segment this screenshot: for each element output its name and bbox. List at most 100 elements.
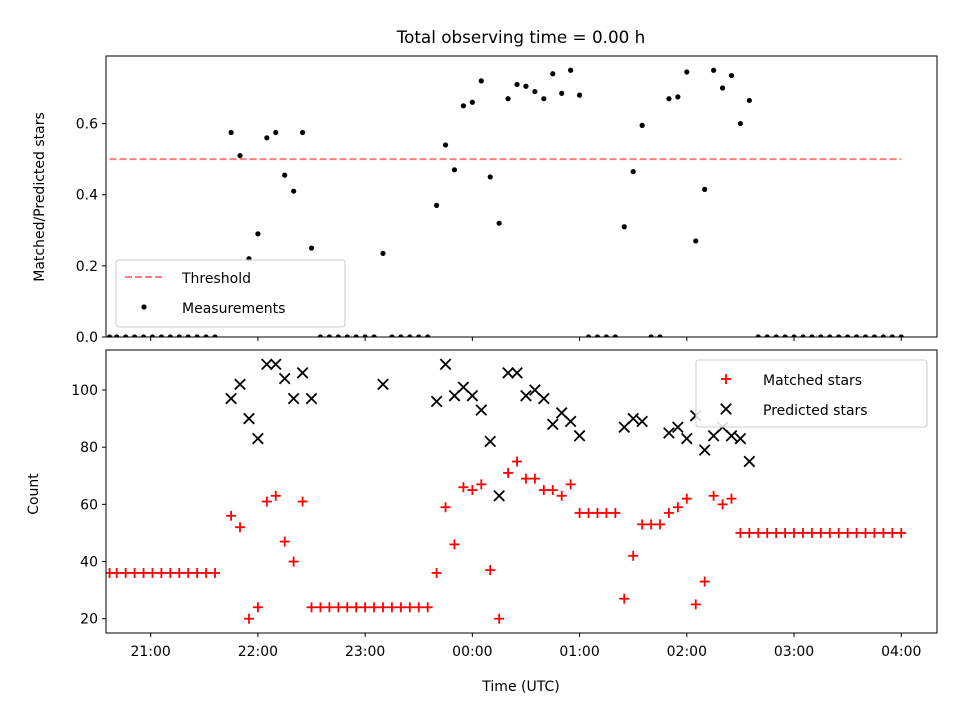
matched-stars-point xyxy=(735,527,746,538)
predicted-stars-point xyxy=(269,358,282,371)
matched-stars-point xyxy=(147,567,158,578)
x-tick-label: 00:00 xyxy=(452,644,492,660)
measurement-point xyxy=(845,334,851,337)
measurement-point xyxy=(612,334,618,337)
measurement-point xyxy=(728,72,735,79)
measurement-point xyxy=(273,129,279,136)
predicted-stars-point xyxy=(663,427,675,439)
matched-stars-point xyxy=(592,507,603,518)
measurement-point xyxy=(630,169,636,175)
matched-stars-point xyxy=(887,527,898,538)
matched-stars-point xyxy=(538,485,549,496)
matched-stars-point xyxy=(637,519,648,530)
top-plot-area xyxy=(106,67,904,337)
matched-stars-point xyxy=(503,467,514,478)
predicted-stars-point xyxy=(672,421,684,434)
matched-stars-point xyxy=(111,567,122,578)
top-y-tick-label: 0.6 xyxy=(76,117,98,133)
matched-stars-point xyxy=(780,527,791,538)
measurement-point xyxy=(291,188,297,194)
measurement-point xyxy=(442,142,449,148)
legend-threshold-label: Threshold xyxy=(181,271,251,287)
matched-stars-point xyxy=(896,527,907,538)
measurement-point xyxy=(308,245,315,251)
x-tick-label: 21:00 xyxy=(130,644,170,660)
measurement-point xyxy=(460,103,467,109)
measurement-point xyxy=(550,71,556,77)
measurement-point xyxy=(514,81,520,88)
predicted-stars-point xyxy=(707,429,720,442)
measurement-point xyxy=(889,334,895,337)
bottom-legend: Matched stars Predicted stars xyxy=(695,359,928,428)
matched-stars-point xyxy=(404,602,415,613)
measurement-point xyxy=(194,334,200,337)
predicted-stars-point xyxy=(475,404,488,416)
measurement-point xyxy=(299,129,306,136)
measurement-point xyxy=(603,334,609,337)
measurement-point xyxy=(380,250,386,257)
legend-box xyxy=(695,359,928,428)
matched-stars-point xyxy=(824,527,835,538)
bottom-y-tick-label: 20 xyxy=(80,612,98,628)
matched-stars-point xyxy=(556,490,567,501)
x-tick-label: 03:00 xyxy=(774,644,814,660)
measurement-point xyxy=(764,334,770,337)
top-panel: 0.0 0.2 0.4 0.6 Threshold Measurements xyxy=(76,55,938,346)
matched-stars-point xyxy=(851,527,862,538)
matched-stars-point xyxy=(494,613,505,624)
chart-title: Total observing time = 0.00 h xyxy=(396,27,646,47)
predicted-stars-point xyxy=(305,392,318,405)
matched-stars-point xyxy=(690,599,701,610)
measurement-point xyxy=(353,334,359,337)
matched-stars-point xyxy=(395,602,406,613)
measurement-point xyxy=(469,99,475,105)
predicted-stars-point xyxy=(457,381,470,393)
measurement-point xyxy=(255,231,261,237)
matched-stars-point xyxy=(458,482,469,493)
matched-stars-point xyxy=(753,527,764,538)
measurement-point xyxy=(684,69,690,75)
measurement-point xyxy=(809,334,815,337)
predicted-stars-point xyxy=(538,392,550,405)
matched-stars-point xyxy=(663,507,674,518)
measurement-point xyxy=(576,92,583,98)
measurement-point xyxy=(746,97,752,104)
matched-stars-point xyxy=(476,479,487,490)
bottom-axes-frame xyxy=(105,349,938,634)
measurement-point xyxy=(791,334,797,337)
measurement-point xyxy=(185,334,191,337)
matched-stars-point xyxy=(138,567,149,578)
matched-stars-point xyxy=(672,502,683,513)
measurement-point xyxy=(800,334,806,337)
measurement-point xyxy=(532,88,538,95)
matched-stars-point xyxy=(797,527,808,538)
measurement-point xyxy=(487,174,493,180)
matched-stars-point xyxy=(183,567,194,578)
matched-stars-point xyxy=(601,507,612,518)
measurement-point xyxy=(657,334,663,337)
matched-stars-point xyxy=(333,602,344,613)
predicted-stars-point xyxy=(278,372,291,385)
measurement-point xyxy=(407,334,413,337)
measurement-point xyxy=(326,334,332,337)
matched-stars-point xyxy=(440,502,451,513)
predicted-stars-point xyxy=(555,407,568,419)
matched-stars-point xyxy=(655,519,665,530)
matched-stars-point xyxy=(726,493,737,504)
matched-stars-point xyxy=(226,510,237,521)
matched-stars-point xyxy=(210,567,221,578)
predicted-stars-point xyxy=(502,367,514,379)
matched-stars-point xyxy=(744,527,755,538)
matched-stars-point xyxy=(771,527,782,538)
measurement-point xyxy=(237,152,243,159)
measurement-point xyxy=(818,334,824,337)
top-y-axis-label: Matched/Predicted stars xyxy=(32,112,48,282)
predicted-stars-point xyxy=(546,418,559,431)
measurement-point xyxy=(176,334,182,337)
matched-stars-point xyxy=(717,499,728,510)
measurement-point xyxy=(398,334,404,337)
predicted-stars-point xyxy=(296,367,309,379)
legend-matched-label: Matched stars xyxy=(763,373,862,389)
legend-measurements-swatch xyxy=(141,304,147,310)
